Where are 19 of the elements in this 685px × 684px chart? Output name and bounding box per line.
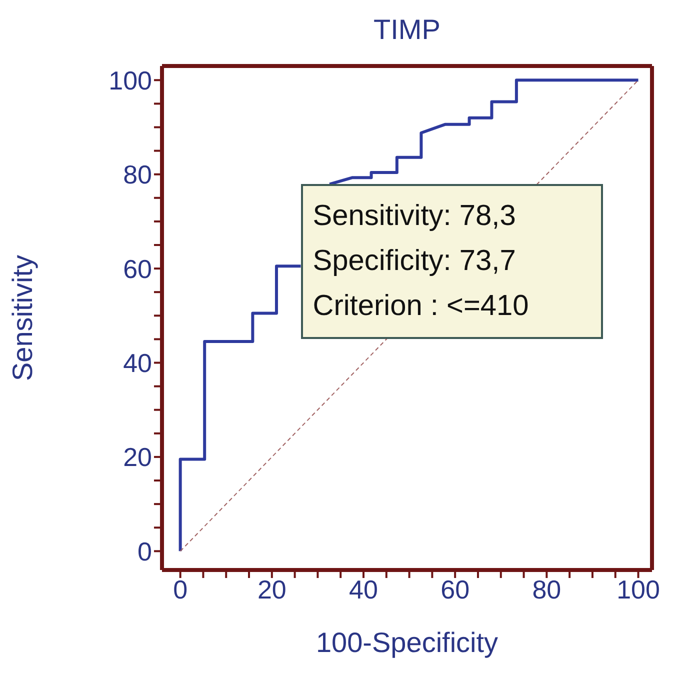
annotation: Sensitivity: 78,3 <box>312 198 517 234</box>
callout-box: Sensitivity: 78,3 Specificity: 73,7 Criterion : <=410 <box>300 184 603 339</box>
y-tick-label: 80 <box>123 160 152 190</box>
y-tick-label: 20 <box>123 442 152 472</box>
chart-title: TIMP <box>372 14 442 46</box>
x-tick-label: 100 <box>616 574 660 604</box>
x-tick-label: 40 <box>349 574 378 604</box>
x-tick-label: 20 <box>257 574 286 604</box>
y-tick-label: 0 <box>138 536 152 566</box>
x-tick-label: 60 <box>440 574 470 604</box>
annotation: Criterion : <=410 <box>312 288 530 324</box>
x-axis-title: 100-Specificity <box>316 627 498 658</box>
x-tick-label: 80 <box>532 574 562 604</box>
x-tick-label: 0 <box>173 574 188 604</box>
y-tick-label: 40 <box>123 348 152 378</box>
annotation: Specificity: 73,7 <box>312 244 517 279</box>
y-tick-label: 100 <box>108 65 152 96</box>
y-axis-title: Sensitivity <box>6 254 38 382</box>
y-tick-label: 60 <box>123 254 152 284</box>
